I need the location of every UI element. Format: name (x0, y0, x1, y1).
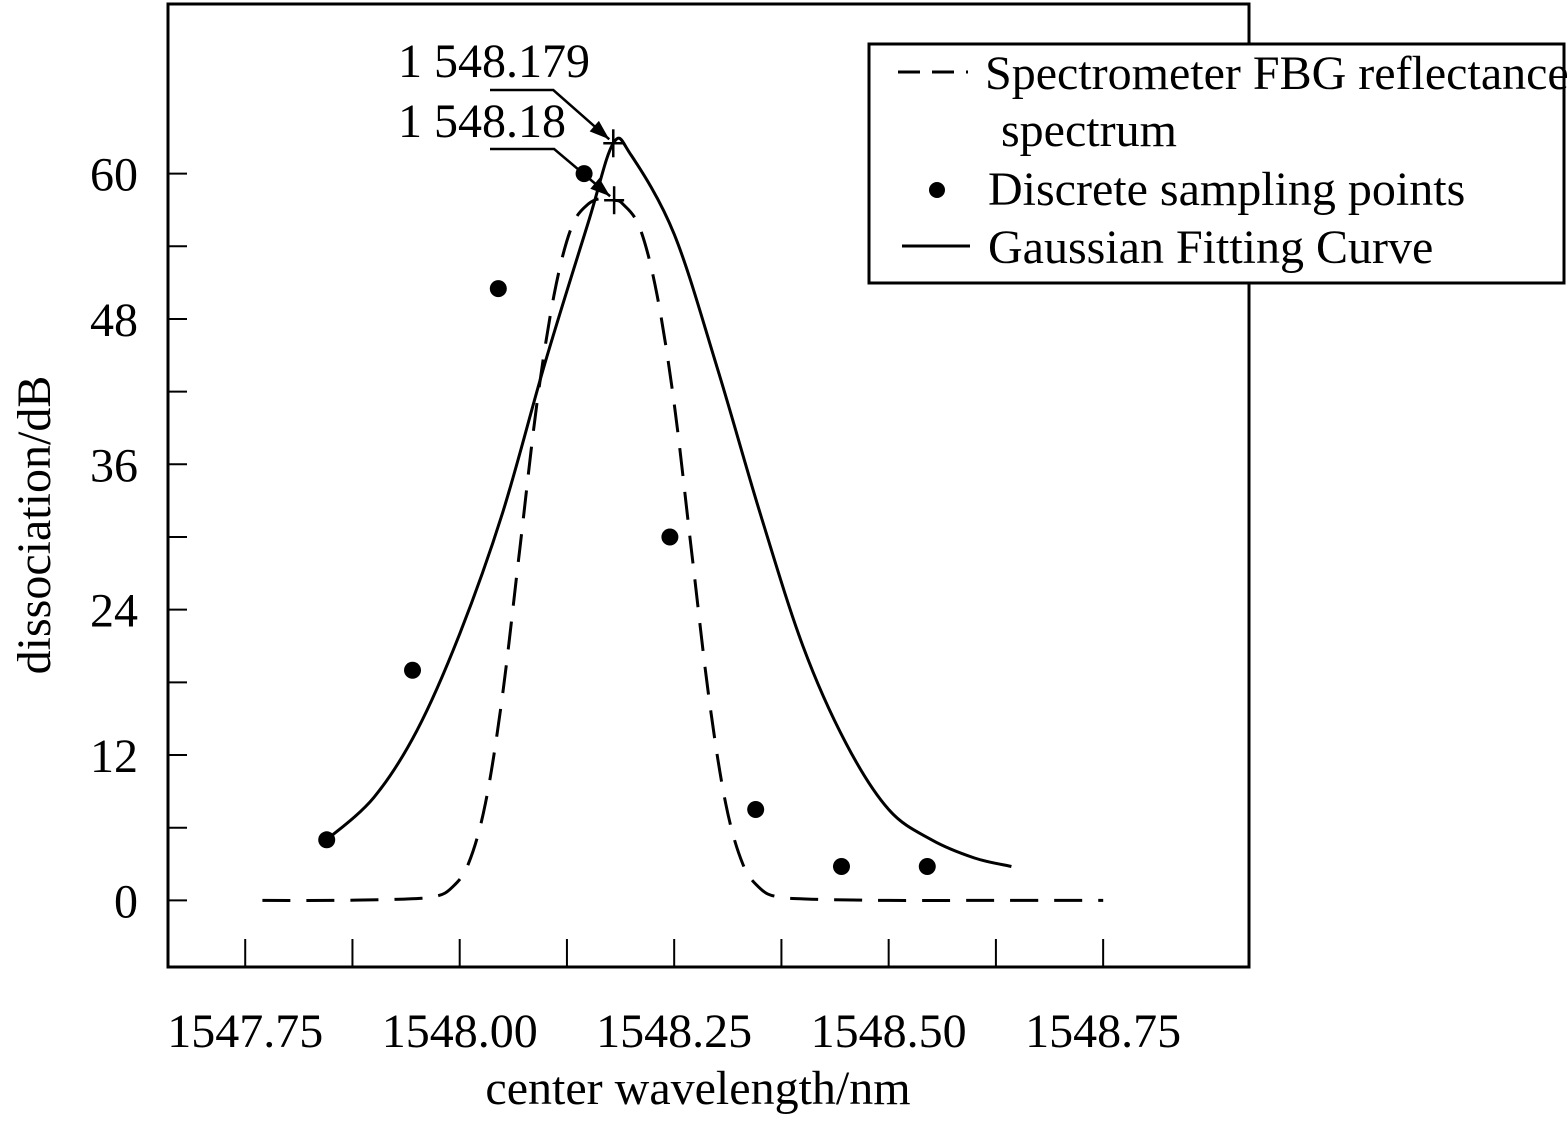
y-tick-label: 60 (90, 149, 138, 202)
sampling-point (489, 280, 507, 298)
peak-annotation-arrowhead (589, 120, 610, 140)
annotation-layer: 1 548.179 1 548.18 (398, 35, 625, 215)
peak-annotation-label: 1 548.18 (398, 95, 566, 148)
gaussian-fit-curve (325, 136, 1012, 868)
x-axis-title: center wavelength/nm (485, 1062, 910, 1115)
x-tick-label: 1548.25 (596, 1005, 752, 1058)
legend-marker-swatch (929, 182, 945, 198)
peak-annotation-leader (490, 88, 611, 141)
legend-label-spectrometer-line2: spectrum (1001, 104, 1177, 157)
legend-label-sampling-points: Discrete sampling points (988, 163, 1465, 216)
sampling-point (918, 857, 936, 875)
x-tick-label: 1548.75 (1025, 1005, 1181, 1058)
x-tick-label: 1548.00 (382, 1005, 538, 1058)
legend-label-spectrometer-line1: Spectrometer FBG reflectance (985, 47, 1568, 100)
spectrometer-dashed-curve (262, 196, 1104, 902)
x-tick-label: 1548.50 (811, 1005, 967, 1058)
sampling-point (318, 831, 336, 849)
peak-annotation-leader (490, 147, 611, 198)
legend-box (867, 42, 1566, 285)
legend-label-gaussian: Gaussian Fitting Curve (988, 221, 1433, 274)
legend: Spectrometer FBG reflectance spectrum Di… (867, 42, 1568, 285)
x-tick-label: 1547.75 (167, 1005, 323, 1058)
plot-frame (166, 2, 1251, 969)
sampling-point (832, 857, 850, 875)
sampling-point (747, 801, 765, 819)
sampling-point (404, 661, 422, 679)
peak-annotation-label: 1 548.179 (398, 35, 590, 88)
axis-ticks: 0 12 24 36 48 60 1547.75 1548.00 1548.25 1548.50 1… (90, 149, 1181, 1058)
y-tick-label: 12 (90, 730, 138, 783)
legend-label-spectrometer: Spectrometer FBG reflectance spectrum (985, 47, 1568, 157)
y-tick-label: 48 (90, 294, 138, 347)
peak-annotation-arrowhead (590, 177, 611, 197)
y-tick-label: 36 (90, 439, 138, 492)
y-tick-label: 0 (114, 875, 138, 928)
y-tick-label: 24 (90, 585, 138, 638)
y-axis-title: dissociation/dB (8, 376, 61, 675)
sampling-point (661, 528, 679, 546)
